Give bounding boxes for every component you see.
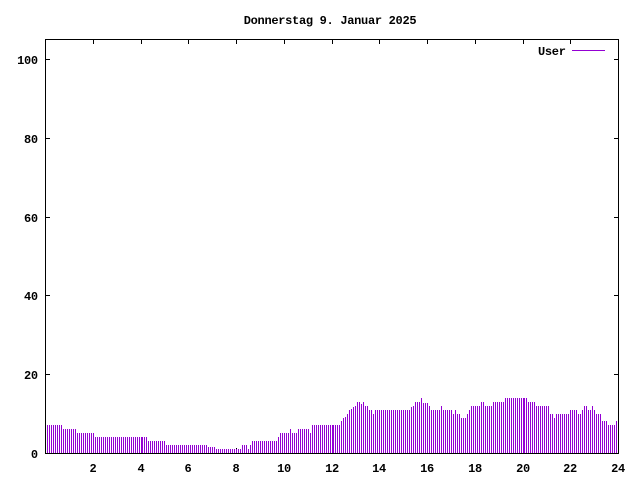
- svg-text:20: 20: [24, 369, 38, 383]
- svg-text:80: 80: [24, 133, 38, 147]
- svg-text:8: 8: [233, 462, 240, 476]
- svg-text:14: 14: [372, 462, 386, 476]
- svg-text:20: 20: [516, 462, 530, 476]
- svg-text:22: 22: [563, 462, 577, 476]
- svg-text:User: User: [538, 45, 566, 59]
- svg-text:Donnerstag 9. Januar 2025: Donnerstag 9. Januar 2025: [244, 14, 417, 28]
- svg-text:60: 60: [24, 212, 38, 226]
- svg-text:16: 16: [420, 462, 434, 476]
- svg-text:40: 40: [24, 290, 38, 304]
- svg-text:10: 10: [277, 462, 291, 476]
- svg-text:18: 18: [468, 462, 482, 476]
- svg-text:24: 24: [611, 462, 625, 476]
- svg-text:100: 100: [17, 54, 38, 68]
- svg-text:6: 6: [185, 462, 192, 476]
- svg-text:4: 4: [138, 462, 145, 476]
- svg-text:12: 12: [325, 462, 339, 476]
- svg-text:0: 0: [31, 448, 38, 462]
- svg-text:2: 2: [90, 462, 97, 476]
